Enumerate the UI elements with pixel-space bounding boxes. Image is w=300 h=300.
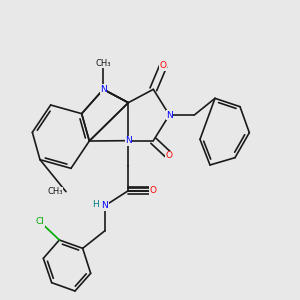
Text: O: O [166,151,173,160]
Text: N: N [166,110,173,119]
Text: CH₃: CH₃ [47,187,63,196]
Text: CH₃: CH₃ [96,59,111,68]
Text: N: N [102,201,108,210]
Text: H: H [93,200,99,209]
Text: N: N [100,85,107,94]
Text: O: O [150,186,157,195]
Text: N: N [125,136,132,145]
Text: Cl: Cl [36,217,44,226]
Text: O: O [160,61,167,70]
